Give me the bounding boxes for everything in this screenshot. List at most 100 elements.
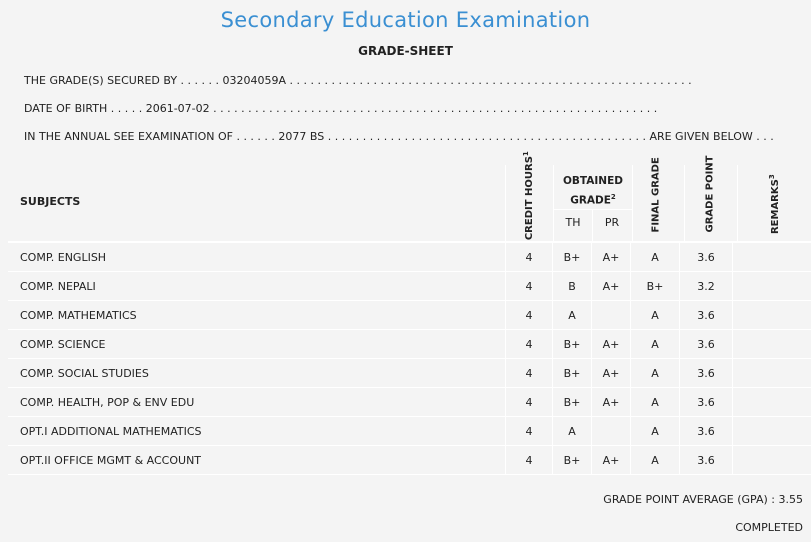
cell-pr-grade: A+ xyxy=(591,271,631,301)
cell-pr-grade: A+ xyxy=(591,358,631,388)
header-credit-label: CREDIT HOURS xyxy=(524,156,536,241)
info-date-of-birth: DATE OF BIRTH . . . . . 2061-07-02 . . .… xyxy=(24,102,657,115)
cell-grade-point: 3.6 xyxy=(679,242,733,272)
cell-th-grade: B+ xyxy=(552,445,592,475)
column-divider xyxy=(632,165,633,241)
header-obtained-grade: OBTAINED GRADE2 xyxy=(554,173,632,209)
column-divider xyxy=(553,165,554,241)
table-row: COMP. MATHEMATICS 4 A A 3.6 xyxy=(8,300,811,330)
cell-th-grade: B+ xyxy=(552,387,592,417)
table-header: SUBJECTS CREDIT HOURS1 OBTAINED GRADE2 T… xyxy=(8,151,811,242)
info-end: ARE GIVEN BELOW . . . xyxy=(649,130,774,143)
grades-table: SUBJECTS CREDIT HOURS1 OBTAINED GRADE2 T… xyxy=(8,151,811,475)
cell-final-grade: A xyxy=(630,300,680,330)
gpa-summary: GRADE POINT AVERAGE (GPA) : 3.55 xyxy=(603,493,803,506)
table-row: COMP. SOCIAL STUDIES 4 B+ A+ A 3.6 xyxy=(8,358,811,388)
cell-remarks xyxy=(732,416,811,446)
cell-pr-grade xyxy=(591,300,631,330)
cell-final-grade: A xyxy=(630,329,680,359)
cell-subject: OPT.I ADDITIONAL MATHEMATICS xyxy=(8,416,506,446)
info-examination: IN THE ANNUAL SEE EXAMINATION OF . . . .… xyxy=(24,130,774,143)
info-label: DATE OF BIRTH xyxy=(24,102,108,115)
info-dots: . . . . . . . . . . . . . . . . . . . . … xyxy=(324,130,650,143)
cell-grade-point: 3.6 xyxy=(679,387,733,417)
cell-pr-grade: A+ xyxy=(591,329,631,359)
footnote-marker: 3 xyxy=(767,174,776,180)
cell-credit-hours: 4 xyxy=(505,445,553,475)
cell-credit-hours: 4 xyxy=(505,358,553,388)
cell-final-grade: A xyxy=(630,242,680,272)
header-obtained-label: OBTAINED GRADE xyxy=(563,175,623,207)
cell-remarks xyxy=(732,300,811,330)
cell-subject: COMP. ENGLISH xyxy=(8,242,506,272)
cell-th-grade: B+ xyxy=(552,242,592,272)
cell-credit-hours: 4 xyxy=(505,387,553,417)
header-credit-hours: CREDIT HOURS1 xyxy=(521,151,535,240)
grades-body: COMP. ENGLISH 4 B+ A+ A 3.6 COMP. NEPALI 4 B A+ B+… xyxy=(8,242,811,475)
cell-pr-grade: A+ xyxy=(591,387,631,417)
cell-final-grade: A xyxy=(630,416,680,446)
footnote-marker: 1 xyxy=(521,151,530,157)
cell-subject: COMP. MATHEMATICS xyxy=(8,300,506,330)
cell-subject: COMP. NEPALI xyxy=(8,271,506,301)
grade-sheet-heading: GRADE-SHEET xyxy=(358,44,453,58)
status-label: COMPLETED xyxy=(735,521,803,534)
cell-pr-grade: A+ xyxy=(591,445,631,475)
info-dots: . . . . . xyxy=(107,102,146,115)
column-divider xyxy=(684,165,685,241)
cell-grade-point: 3.2 xyxy=(679,271,733,301)
cell-th-grade: B+ xyxy=(552,358,592,388)
cell-final-grade: B+ xyxy=(630,271,680,301)
table-row: OPT.I ADDITIONAL MATHEMATICS 4 A A 3.6 xyxy=(8,416,811,446)
info-secured-by: THE GRADE(S) SECURED BY . . . . . . 0320… xyxy=(24,74,692,87)
info-dots: . . . . . . . . . . . . . . . . . . . . … xyxy=(286,74,692,87)
cell-credit-hours: 4 xyxy=(505,329,553,359)
cell-remarks xyxy=(732,358,811,388)
header-divider xyxy=(554,209,632,210)
cell-pr-grade xyxy=(591,416,631,446)
cell-pr-grade: A+ xyxy=(591,242,631,272)
cell-subject: COMP. SCIENCE xyxy=(8,329,506,359)
cell-th-grade: A xyxy=(552,416,592,446)
cell-subject: COMP. HEALTH, POP & ENV EDU xyxy=(8,387,506,417)
cell-credit-hours: 4 xyxy=(505,416,553,446)
table-row: COMP. SCIENCE 4 B+ A+ A 3.6 xyxy=(8,329,811,359)
info-label: THE GRADE(S) SECURED BY xyxy=(24,74,178,87)
header-th: TH xyxy=(565,216,581,229)
cell-remarks xyxy=(732,242,811,272)
info-value: 2061-07-02 xyxy=(145,102,210,115)
cell-credit-hours: 4 xyxy=(505,242,553,272)
footnote-marker: 2 xyxy=(610,193,616,201)
info-dots: . . . . . . xyxy=(177,74,223,87)
header-pr: PR xyxy=(604,216,620,229)
column-divider xyxy=(505,165,506,241)
page-title: Secondary Education Examination xyxy=(220,8,591,32)
cell-th-grade: B+ xyxy=(552,329,592,359)
info-value: 2077 BS xyxy=(278,130,325,143)
cell-subject: COMP. SOCIAL STUDIES xyxy=(8,358,506,388)
cell-remarks xyxy=(732,445,811,475)
cell-th-grade: A xyxy=(552,300,592,330)
cell-grade-point: 3.6 xyxy=(679,358,733,388)
header-grade-point: GRADE POINT xyxy=(704,155,716,233)
cell-final-grade: A xyxy=(630,445,680,475)
header-final-grade: FINAL GRADE xyxy=(650,157,662,233)
cell-credit-hours: 4 xyxy=(505,271,553,301)
cell-grade-point: 3.6 xyxy=(679,445,733,475)
info-label: IN THE ANNUAL SEE EXAMINATION OF xyxy=(24,130,233,143)
info-value: 03204059A xyxy=(222,74,287,87)
table-row: COMP. ENGLISH 4 B+ A+ A 3.6 xyxy=(8,242,811,272)
header-remarks-label: REMARKS xyxy=(770,179,782,235)
info-dots: . . . . . . xyxy=(232,130,279,143)
cell-subject: OPT.II OFFICE MGMT & ACCOUNT xyxy=(8,445,506,475)
cell-remarks xyxy=(732,329,811,359)
table-row: OPT.II OFFICE MGMT & ACCOUNT 4 B+ A+ A 3.6 xyxy=(8,445,811,475)
cell-remarks xyxy=(732,271,811,301)
cell-final-grade: A xyxy=(630,358,680,388)
cell-grade-point: 3.6 xyxy=(679,329,733,359)
cell-credit-hours: 4 xyxy=(505,300,553,330)
header-remarks: REMARKS3 xyxy=(767,174,781,234)
cell-grade-point: 3.6 xyxy=(679,300,733,330)
column-divider xyxy=(592,209,593,241)
cell-remarks xyxy=(732,387,811,417)
